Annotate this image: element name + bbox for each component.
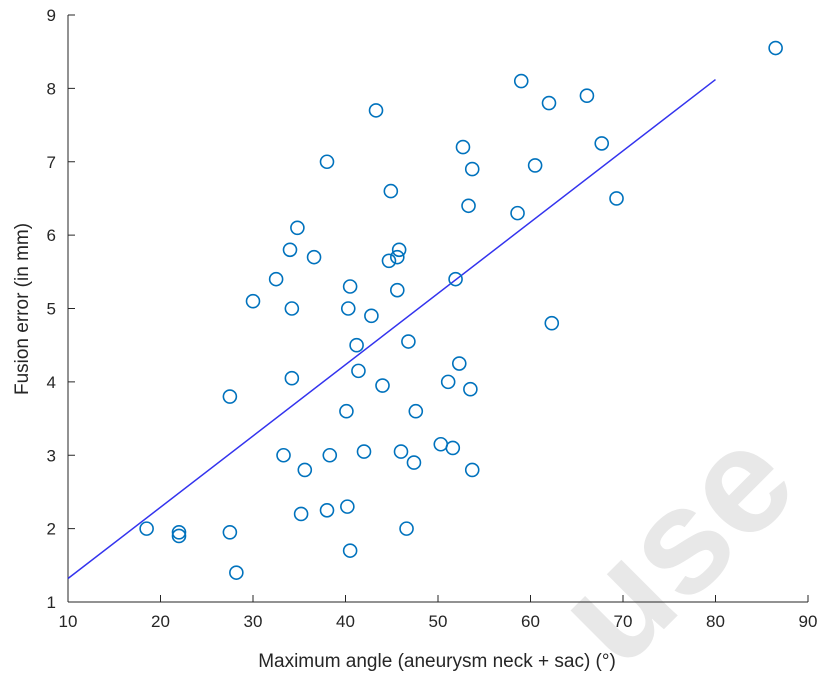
x-tick-label: 20: [151, 612, 170, 631]
x-axis-label: Maximum angle (aneurysm neck + sac) (°): [258, 651, 616, 672]
data-point: [284, 370, 300, 386]
data-point: [433, 436, 449, 452]
data-point: [375, 378, 390, 393]
data-point: [448, 271, 463, 287]
y-tick-label: 8: [47, 79, 56, 98]
data-point: [399, 521, 414, 536]
data-point: [293, 506, 309, 522]
data-point: [268, 271, 284, 287]
data-point: [245, 293, 261, 309]
data-point: [455, 139, 471, 155]
y-tick-label: 4: [47, 373, 56, 392]
data-point: [393, 444, 409, 459]
data-point: [297, 462, 313, 478]
data-point: [222, 524, 238, 540]
x-tick-label: 90: [799, 612, 818, 631]
data-point: [527, 158, 543, 173]
data-point: [408, 403, 424, 419]
data-point: [768, 40, 783, 56]
data-point: [322, 447, 338, 463]
data-point: [389, 282, 405, 298]
y-tick-label: 7: [47, 153, 56, 172]
data-point: [284, 301, 300, 316]
y-tick-label: 1: [47, 593, 56, 612]
data-point: [222, 389, 238, 404]
data-points: [139, 40, 783, 580]
data-point: [510, 205, 525, 221]
data-point: [463, 381, 478, 397]
data-point: [381, 253, 397, 269]
data-point: [139, 521, 154, 536]
data-point: [579, 88, 595, 104]
data-point: [282, 242, 298, 258]
data-point: [364, 308, 379, 324]
data-point: [276, 447, 291, 463]
data-point: [349, 337, 364, 353]
data-point: [229, 565, 244, 580]
data-point: [513, 73, 529, 89]
x-tick-label: 60: [521, 612, 540, 631]
data-point: [340, 301, 356, 316]
data-point: [401, 334, 416, 349]
data-point: [389, 249, 405, 265]
data-point: [406, 455, 422, 470]
data-point: [445, 440, 461, 456]
y-axis-label: Fusion error (in mm): [12, 223, 33, 395]
data-point: [342, 543, 358, 558]
regression-line: [67, 78, 716, 580]
data-point: [451, 356, 467, 371]
data-point: [351, 363, 366, 379]
fit-line-group: [67, 78, 716, 580]
x-tick-label: 70: [614, 612, 633, 631]
data-point: [609, 191, 624, 206]
x-tick-label: 80: [706, 612, 725, 631]
y-tick-label: 3: [47, 446, 56, 465]
data-point: [544, 315, 560, 331]
data-point: [171, 528, 187, 544]
y-tick-label: 9: [47, 6, 56, 25]
data-point: [594, 136, 610, 151]
data-point: [464, 161, 480, 177]
data-point: [340, 499, 355, 514]
data-point: [464, 462, 480, 478]
data-point: [440, 374, 456, 390]
y-tick-label: 6: [47, 226, 56, 245]
data-point: [342, 279, 358, 294]
data-point: [541, 95, 557, 111]
data-point: [319, 502, 335, 518]
y-tick-label: 2: [47, 520, 56, 539]
data-point: [391, 242, 407, 258]
watermark-text: use: [524, 394, 822, 677]
x-tick-label: 50: [429, 612, 448, 631]
axis-labels: Maximum angle (aneurysm neck + sac) (°) …: [12, 223, 616, 672]
data-point: [368, 103, 384, 118]
data-point: [383, 183, 399, 199]
y-tick-label: 5: [47, 300, 56, 319]
data-point: [461, 198, 476, 214]
x-tick-label: 40: [336, 612, 355, 631]
data-point: [290, 220, 305, 236]
x-tick-label: 10: [59, 612, 78, 631]
data-point: [306, 249, 322, 265]
x-tick-label: 30: [244, 612, 263, 631]
axes: 10 20 30 40 50 60 70 80 90 1 2 3 4 5 6 7 8 9: [47, 6, 818, 631]
data-point: [339, 403, 354, 419]
data-point: [356, 444, 372, 459]
data-point: [319, 154, 335, 170]
data-point: [171, 524, 187, 540]
